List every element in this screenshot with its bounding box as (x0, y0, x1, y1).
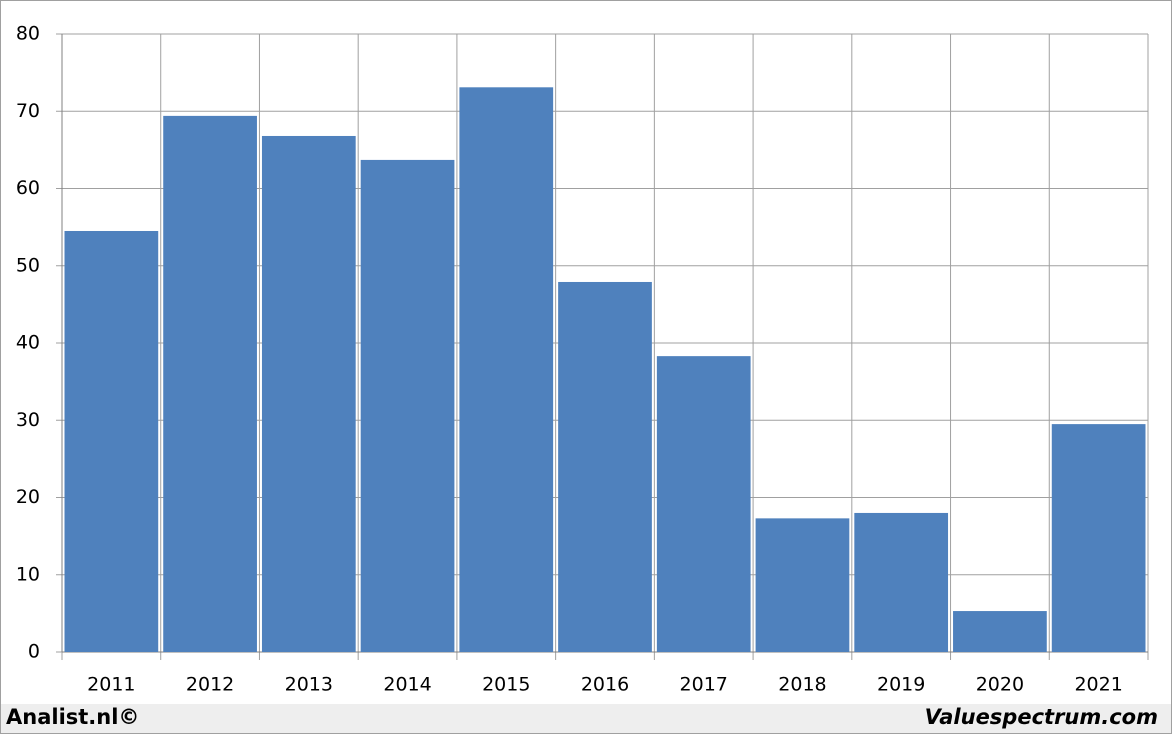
x-tick-label: 2014 (383, 674, 431, 696)
source-left: Analist.nl© (6, 705, 139, 729)
y-tick-label: 10 (16, 563, 40, 585)
x-tick-label: 2017 (680, 674, 728, 696)
y-tick-label: 40 (16, 332, 40, 354)
x-tick-label: 2013 (285, 674, 333, 696)
bar (755, 518, 850, 652)
y-tick-label: 60 (16, 177, 40, 199)
bar (261, 135, 356, 653)
x-tick-label: 2012 (186, 674, 234, 696)
footer-band (1, 704, 1171, 733)
x-tick-label: 2021 (1074, 674, 1122, 696)
x-tick-label: 2018 (778, 674, 826, 696)
y-tick-label: 80 (16, 23, 40, 45)
bar (163, 115, 257, 652)
bar (656, 356, 751, 652)
y-tick-label: 20 (16, 486, 40, 508)
bar (953, 611, 1047, 652)
bar (360, 159, 455, 653)
bar (1051, 424, 1146, 652)
bar (459, 87, 554, 653)
bar (854, 512, 949, 652)
y-tick-label: 0 (28, 641, 40, 663)
y-tick-label: 70 (16, 100, 40, 122)
bar (558, 281, 652, 652)
x-tick-label: 2015 (482, 674, 530, 696)
source-right: Valuespectrum.com (925, 705, 1158, 729)
x-tick-label: 2019 (877, 674, 925, 696)
bar (64, 230, 159, 653)
x-tick-label: 2011 (87, 674, 135, 696)
x-tick-label: 2016 (581, 674, 629, 696)
y-tick-label: 30 (16, 409, 40, 431)
x-tick-label: 2020 (976, 674, 1024, 696)
y-tick-label: 50 (16, 254, 40, 276)
